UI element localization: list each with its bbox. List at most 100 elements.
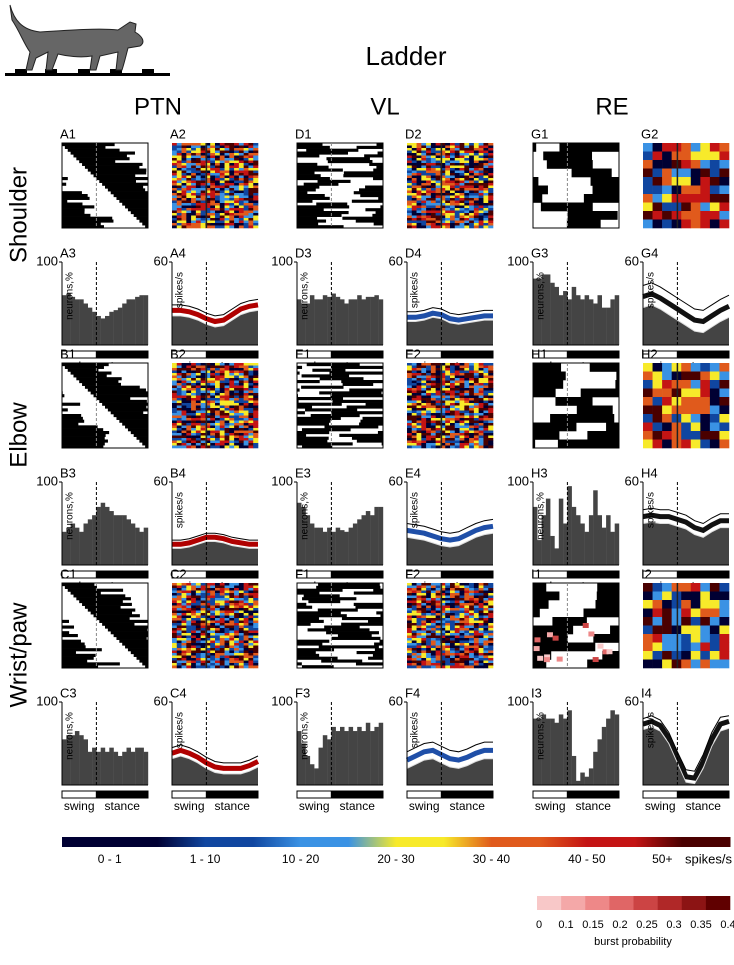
- heatmap-cell: [200, 418, 206, 421]
- heatmap-cell: [426, 198, 432, 201]
- heatmap-cell: [200, 608, 206, 611]
- panel-label: B4: [170, 465, 186, 480]
- heatmap-cell: [215, 643, 221, 646]
- heatmap-cell: [435, 420, 441, 424]
- heatmap-cell: [426, 418, 432, 421]
- heatmap-cell: [411, 383, 417, 386]
- heatmap-cell: [473, 593, 479, 596]
- y-tick-label: 100: [36, 473, 58, 488]
- raster-bar: [130, 431, 148, 435]
- heatmap-cell: [430, 613, 436, 616]
- hist-bar: [533, 506, 538, 565]
- heatmap-cell: [195, 173, 201, 176]
- heatmap-cell: [215, 210, 221, 214]
- heatmap-cell: [421, 190, 427, 194]
- heatmap-cell: [229, 373, 235, 376]
- heatmap-cell: [411, 415, 417, 419]
- heatmap-cell: [459, 153, 465, 156]
- y-tick-label: 60: [154, 253, 168, 268]
- heatmap-cell: [224, 663, 230, 666]
- heatmap-cell: [478, 215, 484, 219]
- heatmap-cell: [445, 418, 451, 421]
- heatmap-cell: [176, 585, 182, 589]
- heatmap-cell: [243, 203, 249, 206]
- heatmap-cell: [243, 150, 249, 154]
- hist-bar: [550, 282, 555, 345]
- raster-bar: [373, 588, 383, 592]
- heatmap-cell: [690, 143, 701, 152]
- heatmap-cell: [450, 605, 456, 609]
- heatmap-cell: [488, 385, 494, 389]
- panel-label: E2: [405, 346, 421, 361]
- heatmap-cell: [421, 625, 427, 629]
- heatmap-cell: [191, 180, 197, 184]
- heatmap-cell: [700, 185, 711, 195]
- heatmap-cell: [469, 150, 475, 154]
- heatmap-cell: [238, 640, 244, 644]
- heatmap-cell: [454, 373, 460, 376]
- heatmap-cell: [445, 200, 451, 204]
- heatmap: [643, 583, 730, 669]
- heatmap-cell: [238, 188, 244, 191]
- heatmap-cell: [234, 430, 240, 434]
- heatmap-cell: [186, 388, 192, 391]
- heatmap-cell: [407, 658, 413, 661]
- heatmap-cell: [234, 223, 240, 226]
- heatmap-cell: [181, 183, 187, 186]
- heatmap-cell: [426, 433, 432, 436]
- raster-bar: [355, 605, 383, 609]
- heatmap-cell: [181, 630, 187, 634]
- heatmap-cell: [473, 203, 479, 206]
- heatmap-cell: [700, 219, 711, 229]
- raster-bar: [145, 445, 148, 449]
- heatmap-cell: [248, 205, 254, 209]
- heatmap-cell: [450, 638, 456, 641]
- heatmap-cell: [219, 598, 225, 601]
- heatmap-cell: [464, 158, 470, 161]
- heatmap-cell: [459, 443, 465, 446]
- heatmap-cell: [459, 620, 465, 624]
- heatmap-cell: [483, 370, 489, 374]
- heatmap-cell: [229, 608, 235, 611]
- heatmap-cell: [229, 638, 235, 641]
- heatmap-cell: [234, 603, 240, 606]
- hist-bar: [309, 295, 315, 345]
- raster-bar: [297, 439, 328, 443]
- heatmap-cell: [454, 663, 460, 666]
- raster-bar: [76, 377, 122, 381]
- raster-bar: [297, 171, 315, 175]
- heatmap-cell: [210, 375, 216, 379]
- raster-bar: [297, 143, 323, 147]
- heatmap-cell: [478, 198, 484, 201]
- heatmap-cell: [172, 433, 178, 436]
- heatmap-cell: [430, 590, 436, 594]
- hist-bar: [340, 530, 345, 565]
- hist-bar: [606, 515, 611, 565]
- heatmap-cell: [483, 658, 489, 661]
- column-header: PTN: [134, 93, 182, 120]
- heatmap-cell: [191, 213, 197, 216]
- heatmap-cell: [181, 170, 187, 174]
- heatmap-cell: [219, 655, 225, 659]
- heatmap-cell: [210, 418, 216, 421]
- heatmap-cell: [459, 633, 465, 636]
- rate-lower: [172, 309, 259, 328]
- heatmap-cell: [229, 633, 235, 636]
- heatmap-cell: [195, 423, 201, 426]
- heatmap-cell: [253, 375, 259, 379]
- heatmap-cell: [445, 655, 451, 659]
- heatmap-cell: [219, 178, 225, 181]
- heatmap-cell: [459, 610, 465, 614]
- heatmap-cell: [243, 583, 249, 586]
- heatmap: [407, 143, 494, 229]
- heatmap-cell: [454, 430, 460, 434]
- heatmap-cell: [191, 173, 197, 176]
- panel-label: I2: [641, 566, 652, 581]
- heatmap-cell: [416, 145, 422, 149]
- hist-bar: [601, 726, 607, 785]
- heatmap-cell: [426, 435, 432, 439]
- heatmap-cell: [681, 651, 692, 660]
- heatmap-cell: [416, 588, 422, 591]
- heatmap-cell: [205, 155, 211, 159]
- heatmap-cell: [426, 605, 432, 609]
